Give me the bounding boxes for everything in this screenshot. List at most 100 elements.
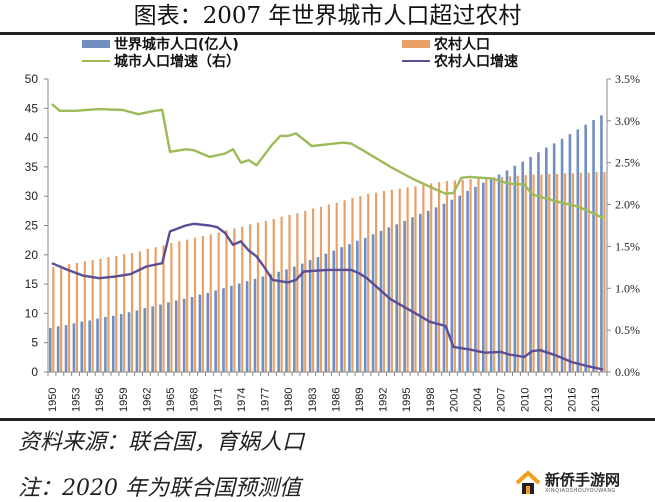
bar-rural (304, 210, 307, 372)
bar-rural (67, 264, 71, 372)
bar-urban (49, 328, 52, 372)
legend-swatch (82, 40, 110, 48)
bar-urban (72, 323, 76, 372)
bar-rural (367, 193, 370, 372)
bar-urban (245, 281, 249, 372)
bar-urban (371, 234, 375, 372)
bar-rural (327, 204, 330, 372)
bar-urban (426, 210, 430, 372)
bar-rural (107, 257, 110, 372)
bar-rural (60, 265, 63, 372)
bar-rural (146, 248, 149, 372)
bar-urban (600, 115, 603, 372)
bar-urban (332, 250, 336, 372)
bar-urban (513, 165, 517, 372)
y-left-tick-label: 50 (25, 72, 39, 86)
bar-urban (450, 199, 454, 372)
bar-rural (469, 179, 472, 372)
bar-rural (130, 253, 134, 372)
x-tick-label: 1989 (354, 388, 366, 412)
bar-rural (548, 173, 551, 372)
bar-rural (209, 234, 212, 372)
legend-swatch (402, 40, 430, 48)
bar-rural (406, 187, 409, 372)
bar-urban (119, 313, 123, 372)
bar-urban (237, 283, 241, 372)
bar-rural (123, 254, 126, 372)
bar-rural (390, 189, 393, 372)
bar-rural (500, 176, 504, 372)
bar-urban (434, 207, 438, 372)
bar-rural (595, 172, 598, 372)
y-left-tick-label: 35 (25, 160, 39, 174)
bar-rural (170, 243, 173, 372)
y-left-tick-label: 5 (31, 336, 38, 350)
y-left-tick-label: 25 (25, 219, 39, 233)
y-right-tick-label: 1.5% (615, 239, 640, 253)
bar-rural (288, 214, 291, 372)
y-right-tick-label: 3.5% (615, 72, 640, 86)
page-title: 图表：2007 年世界城市人口超过农村 (133, 3, 522, 29)
bar-rural (241, 226, 244, 372)
chart: 0 5 10 15 20 25 30 35 40 45 50 0.0% 0.5% 1.0% 1.5% 2.0%… (25, 36, 640, 412)
watermark-logo: 新侨手游网 XINQIAOSHOUYOUWANG (515, 466, 655, 500)
x-tick-label: 1974 (236, 388, 248, 412)
bar-rural (115, 255, 118, 372)
watermark-name: 新侨手游网 (545, 471, 621, 489)
bar-urban (505, 170, 509, 372)
title-rule (0, 32, 655, 35)
legend-label: 城市人口增速（右） (114, 53, 240, 70)
x-tick-label: 2001 (448, 388, 460, 412)
x-tick-label: 1968 (189, 388, 201, 412)
bar-urban (190, 296, 194, 372)
bar-rural (375, 192, 378, 372)
y-left-tick-label: 40 (25, 131, 39, 145)
bar-rural (83, 261, 86, 372)
bar-rural (563, 173, 567, 372)
bar-urban (316, 257, 320, 372)
y-left-tick-label: 20 (25, 248, 39, 262)
bar-rural (571, 173, 575, 372)
y-right-tick-label: 2.5% (615, 156, 640, 170)
x-tick-label: 1962 (141, 388, 153, 412)
x-tick-label: 1992 (378, 388, 390, 412)
bar-urban (88, 320, 91, 372)
bar-urban (127, 312, 131, 372)
watermark-sub: XINQIAOSHOUYOUWANG (545, 488, 616, 494)
bar-rural (201, 236, 204, 372)
bar-rural (178, 241, 181, 372)
bar-rural (508, 176, 512, 372)
y-right-tick-label: 0.5% (615, 323, 640, 337)
bar-rural (398, 188, 401, 372)
bar-rural (233, 228, 236, 372)
bar-rural (256, 222, 260, 372)
bar-urban (308, 260, 312, 372)
bar-urban (159, 304, 162, 372)
x-tick-label: 1959 (118, 388, 130, 412)
footnote-note: 注：2020 年为联合国预测值 (18, 476, 301, 501)
y-left-tick-label: 10 (25, 306, 39, 320)
bar-urban (324, 253, 328, 372)
x-tick-label: 1977 (260, 388, 272, 412)
bar-rural (272, 219, 275, 372)
bar-urban (592, 120, 595, 373)
bar-rural (319, 206, 323, 372)
bar-urban (174, 300, 178, 372)
bar-rural (414, 186, 417, 372)
x-tick-label: 1983 (307, 388, 319, 412)
house-icon (515, 470, 541, 494)
bar-urban (56, 326, 60, 372)
y-right-tick-label: 0.0% (615, 365, 640, 379)
bar-rural (296, 213, 299, 372)
bar-rural (225, 230, 228, 372)
bar-urban (474, 186, 477, 372)
bar-urban (230, 285, 233, 372)
y-left-tick-label: 15 (25, 277, 39, 291)
bar-urban (584, 124, 587, 372)
bar-urban (363, 237, 367, 372)
bar-urban (545, 147, 548, 372)
y-right-tick-label: 1.0% (615, 281, 640, 295)
bar-urban (576, 129, 580, 372)
bar-urban (285, 269, 288, 372)
bar-rural (154, 247, 157, 372)
